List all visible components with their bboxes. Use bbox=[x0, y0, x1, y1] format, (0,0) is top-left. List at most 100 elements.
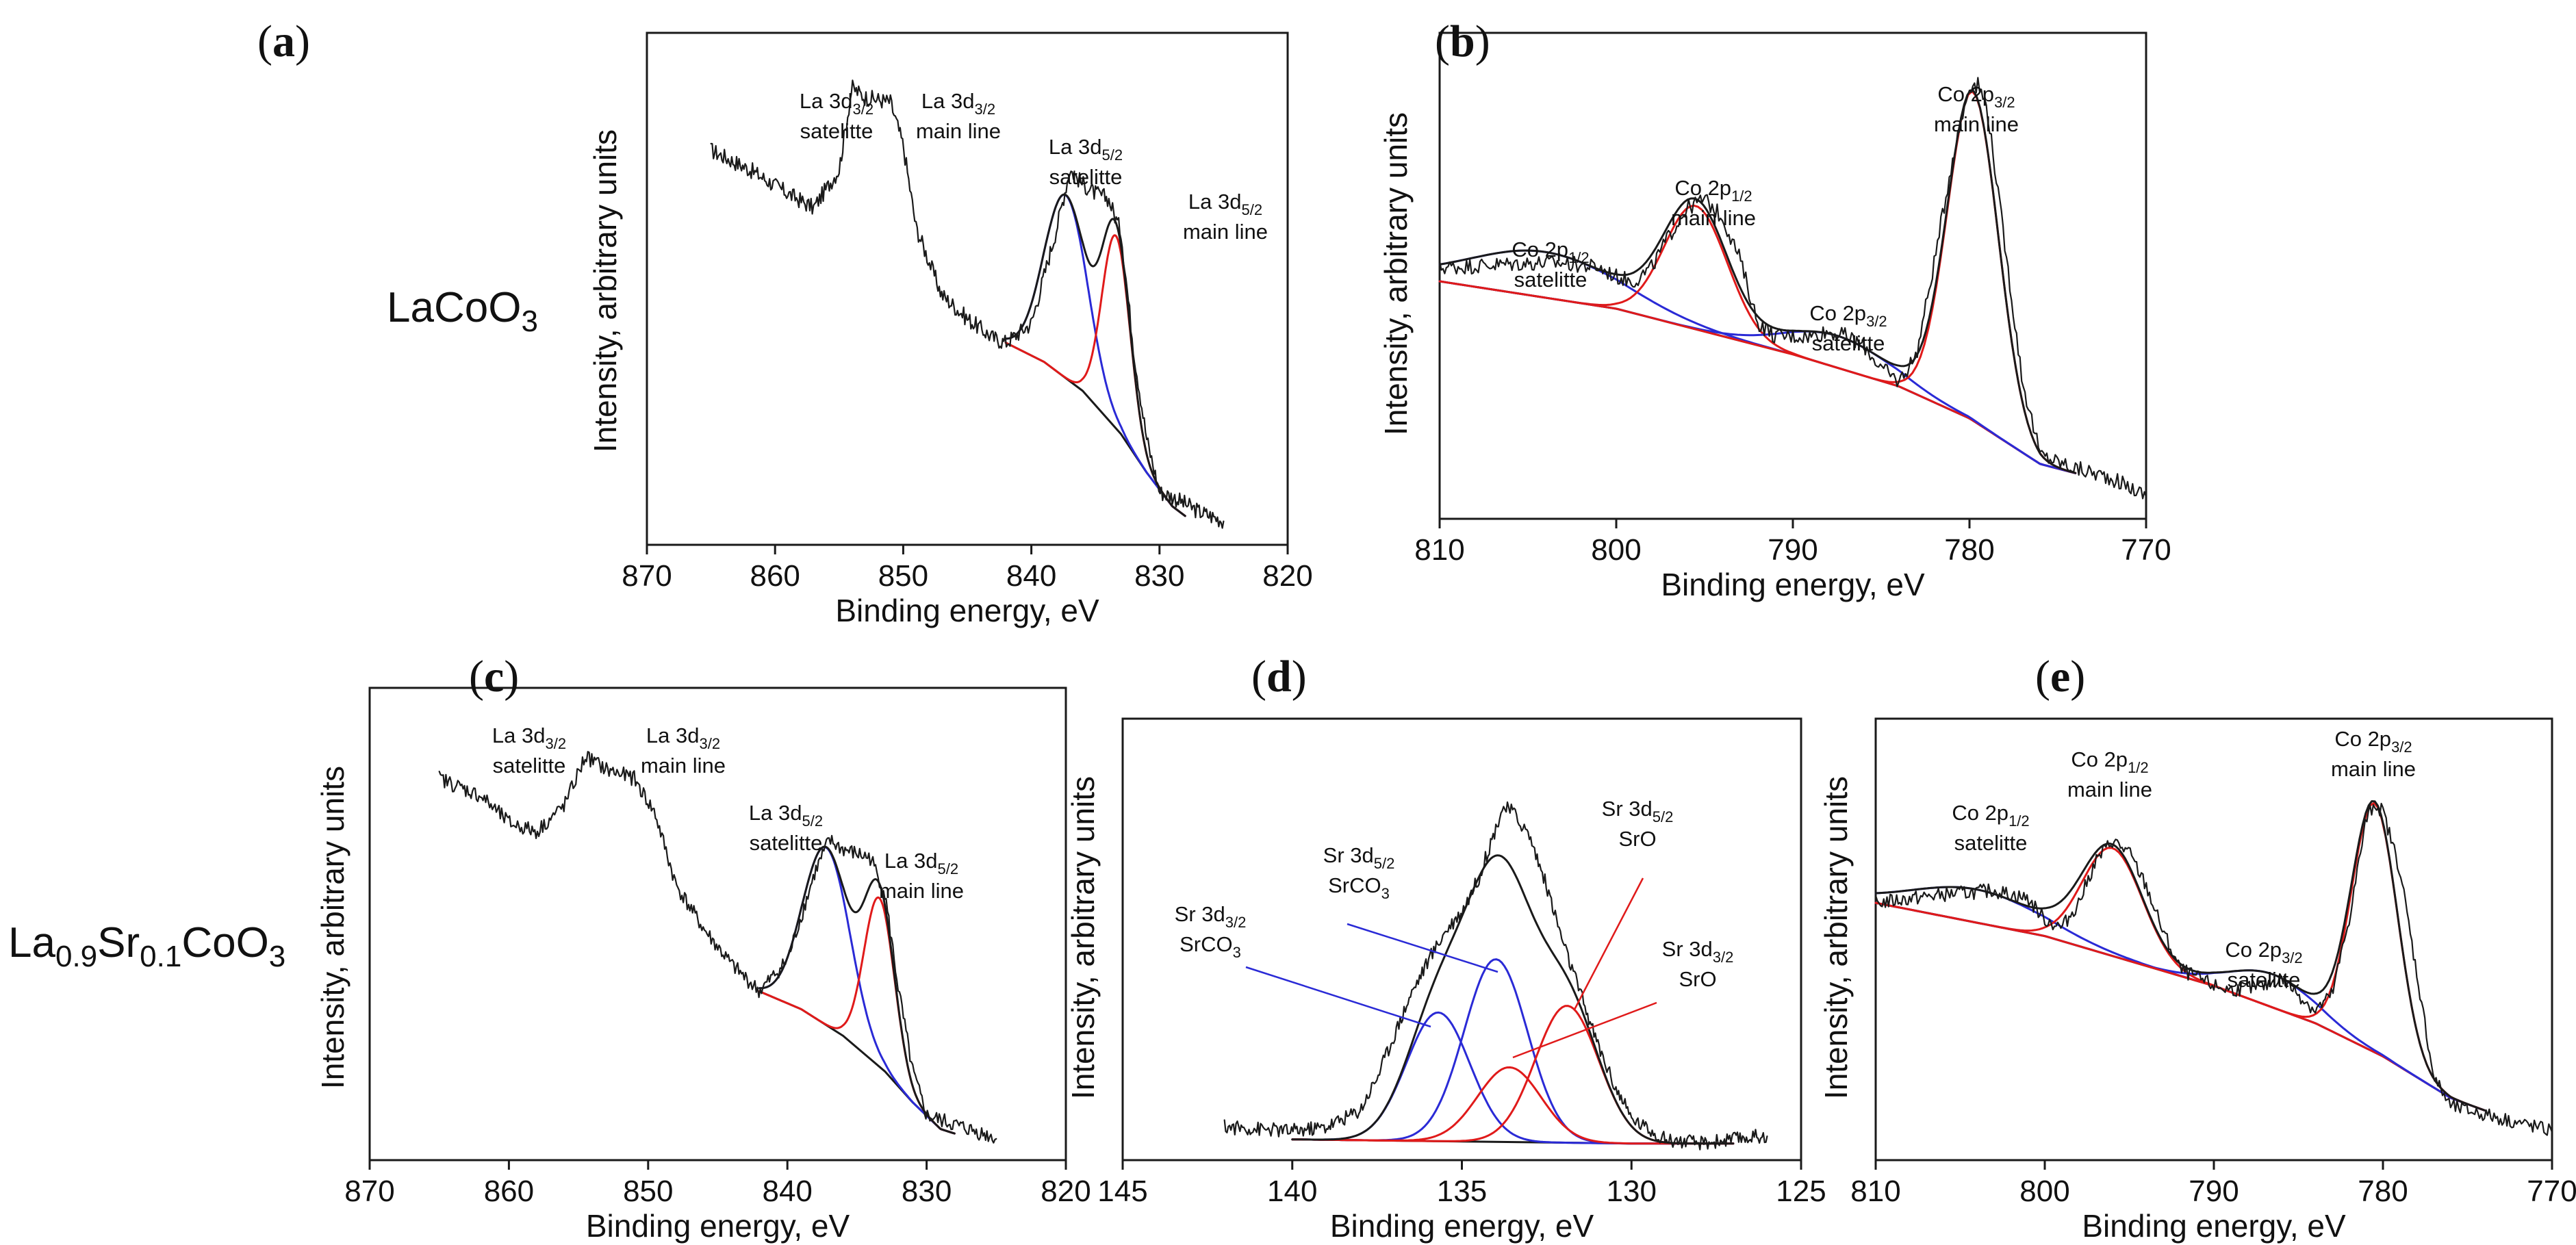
chart-b-raw-spectrum bbox=[1438, 77, 2147, 500]
svg-text:satelitte: satelitte bbox=[1514, 268, 1587, 292]
svg-text:Co 2p3/2: Co 2p3/2 bbox=[2225, 938, 2302, 966]
chart-a-component-2-main bbox=[1004, 234, 1186, 517]
svg-text:La 3d5/2: La 3d5/2 bbox=[749, 801, 823, 830]
svg-text:La 3d3/2: La 3d3/2 bbox=[646, 723, 720, 752]
svg-text:satelitte: satelitte bbox=[750, 831, 823, 855]
chart-c-xtick-label: 850 bbox=[623, 1175, 673, 1208]
chart-b-background-line bbox=[1438, 280, 2077, 474]
chart-e-component-3-satellite bbox=[1874, 901, 2486, 1112]
svg-text:Co 2p3/2: Co 2p3/2 bbox=[2334, 727, 2412, 756]
svg-text:main line: main line bbox=[1934, 112, 2019, 136]
chart-a-xtick-label: 860 bbox=[750, 559, 800, 593]
chart-e-xtick-label: 790 bbox=[2189, 1175, 2239, 1208]
chart-e-plot-frame bbox=[1874, 717, 2553, 1161]
svg-text:satelitte: satelitte bbox=[2228, 968, 2301, 992]
chart-a-xlabel: Binding energy, eV bbox=[835, 593, 1099, 628]
chart-c-plot-frame bbox=[368, 686, 1067, 1161]
chart-a-fit-envelope bbox=[1004, 193, 1186, 517]
svg-text:La 3d5/2: La 3d5/2 bbox=[1188, 190, 1262, 218]
chart-e-raw-spectrum bbox=[1874, 802, 2553, 1136]
svg-text:La 3d3/2: La 3d3/2 bbox=[492, 723, 566, 752]
chart-a: 870 860 850 840 830 820 Binding energy, eV Inte… bbox=[257, 16, 1313, 628]
svg-text:satelitte: satelitte bbox=[1049, 165, 1123, 189]
svg-text:SrO: SrO bbox=[1618, 827, 1656, 851]
svg-text:La 3d3/2: La 3d3/2 bbox=[800, 89, 873, 118]
chart-d-leader-line-2 bbox=[1347, 923, 1499, 973]
row-label-lasrcoo3: La0.9Sr0.1CoO3 bbox=[8, 919, 285, 973]
chart-e-ylabel: Intensity, arbitrary units bbox=[1818, 776, 1854, 1099]
svg-text:main line: main line bbox=[2067, 778, 2152, 801]
chart-d-leader-line-1 bbox=[1245, 966, 1431, 1028]
chart-c: 870 860 850 840 830 820 Binding energy, eV Inte… bbox=[315, 652, 1091, 1244]
svg-text:Co 2p1/2: Co 2p1/2 bbox=[1674, 176, 1752, 205]
row-label-lacoo3: LaCoO3 bbox=[387, 284, 538, 338]
chart-b-xtick-label: 780 bbox=[1944, 533, 1994, 567]
chart-a-raw-spectrum bbox=[710, 79, 1225, 529]
chart-d-raw-spectrum bbox=[1223, 801, 1768, 1151]
chart-d-xtick-label: 140 bbox=[1267, 1175, 1317, 1208]
chart-d-xtick-label: 145 bbox=[1097, 1175, 1147, 1208]
chart-e-background-line bbox=[1874, 901, 2486, 1112]
svg-text:satelitte: satelitte bbox=[493, 754, 566, 778]
svg-text:Sr 3d3/2: Sr 3d3/2 bbox=[1175, 902, 1247, 931]
svg-text:main line: main line bbox=[879, 879, 964, 903]
chart-c-panel-letter: (c) bbox=[469, 652, 519, 702]
chart-a-xtick-label: 820 bbox=[1262, 559, 1312, 593]
chart-b-xtick-label: 810 bbox=[1414, 533, 1464, 567]
svg-text:satelitte: satelitte bbox=[800, 119, 873, 143]
svg-text:satelitte: satelitte bbox=[1812, 331, 1885, 355]
chart-b: 810 800 790 780 770 Binding energy, eV Intensi… bbox=[1378, 16, 2171, 602]
svg-text:Sr 3d3/2: Sr 3d3/2 bbox=[1662, 937, 1734, 966]
chart-d-xtick-label: 125 bbox=[1776, 1175, 1826, 1208]
chart-d-leader-line-4 bbox=[1512, 1001, 1657, 1059]
chart-c-xtick-label: 840 bbox=[762, 1175, 812, 1208]
chart-a-xtick-label: 830 bbox=[1134, 559, 1184, 593]
svg-text:satelitte: satelitte bbox=[1954, 831, 2028, 855]
svg-text:Sr 3d5/2: Sr 3d5/2 bbox=[1602, 797, 1674, 825]
svg-text:Co 2p1/2: Co 2p1/2 bbox=[1512, 238, 1589, 266]
chart-a-ylabel: Intensity, arbitrary units bbox=[587, 129, 623, 452]
chart-e-xtick-label: 800 bbox=[2019, 1175, 2069, 1208]
chart-b-ylabel: Intensity, arbitrary units bbox=[1378, 112, 1414, 435]
chart-b-xtick-label: 790 bbox=[1768, 533, 1818, 567]
chart-c-xtick-label: 820 bbox=[1041, 1175, 1091, 1208]
chart-e-xtick-label: 770 bbox=[2527, 1175, 2576, 1208]
chart-a-xtick-label: 850 bbox=[878, 559, 928, 593]
svg-text:Co 2p3/2: Co 2p3/2 bbox=[1809, 301, 1887, 330]
chart-e-xtick-label: 780 bbox=[2358, 1175, 2408, 1208]
svg-text:main line: main line bbox=[916, 119, 1001, 143]
chart-d-ylabel: Intensity, arbitrary units bbox=[1065, 776, 1101, 1099]
svg-text:Sr 3d5/2: Sr 3d5/2 bbox=[1323, 843, 1395, 872]
chart-e-panel-letter: (e) bbox=[2035, 652, 2085, 702]
chart-d-fit-envelope bbox=[1291, 854, 1735, 1145]
chart-e: 810 800 790 780 770 Binding energy, eV Intensi… bbox=[1818, 652, 2576, 1244]
chart-d-xlabel: Binding energy, eV bbox=[1330, 1208, 1594, 1244]
svg-text:La 3d5/2: La 3d5/2 bbox=[884, 849, 958, 877]
chart-d-component-3-main bbox=[1291, 1066, 1735, 1145]
chart-c-xtick-label: 860 bbox=[484, 1175, 534, 1208]
svg-text:Co 2p3/2: Co 2p3/2 bbox=[1937, 82, 2015, 111]
svg-text:La 3d5/2: La 3d5/2 bbox=[1049, 135, 1123, 164]
chart-e-xtick-label: 810 bbox=[1850, 1175, 1900, 1208]
chart-a-xtick-label: 870 bbox=[622, 559, 672, 593]
chart-a-plot-frame bbox=[646, 31, 1289, 546]
chart-c-xtick-label: 830 bbox=[902, 1175, 952, 1208]
chart-c-component-2-main bbox=[758, 896, 956, 1135]
